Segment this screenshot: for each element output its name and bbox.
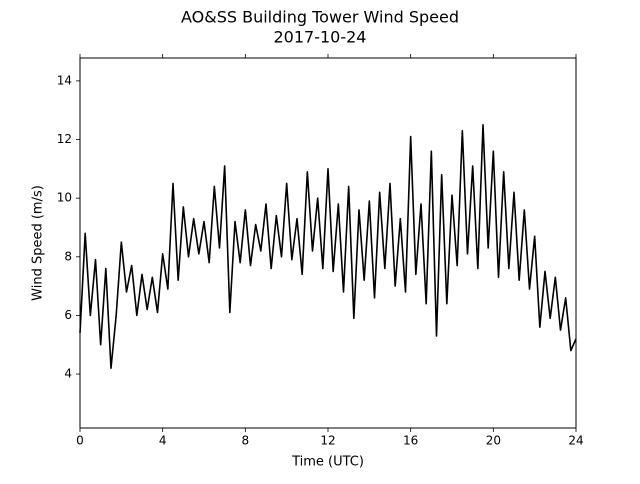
x-tick-label: 4 (159, 434, 167, 448)
chart-title: AO&SS Building Tower Wind Speed (181, 8, 459, 27)
y-axis-label: Wind Speed (m/s) (31, 185, 46, 301)
x-tick-label: 12 (320, 434, 335, 448)
y-tick-label: 6 (64, 308, 72, 322)
y-tick-label: 12 (57, 132, 72, 146)
x-tick-label: 20 (486, 434, 501, 448)
x-axis-label: Time (UTC) (291, 455, 364, 470)
x-tick-label: 8 (242, 434, 250, 448)
y-tick-label: 4 (64, 367, 72, 381)
y-tick-label: 10 (57, 191, 72, 205)
y-tick-label: 8 (64, 249, 72, 263)
x-tick-label: 16 (403, 434, 418, 448)
chart-subtitle: 2017-10-24 (274, 28, 367, 47)
x-tick-label: 0 (76, 434, 84, 448)
data-line (79, 124, 577, 369)
x-tick-label: 24 (568, 434, 583, 448)
plot-frame (79, 57, 577, 429)
y-tick-label: 14 (57, 73, 72, 87)
